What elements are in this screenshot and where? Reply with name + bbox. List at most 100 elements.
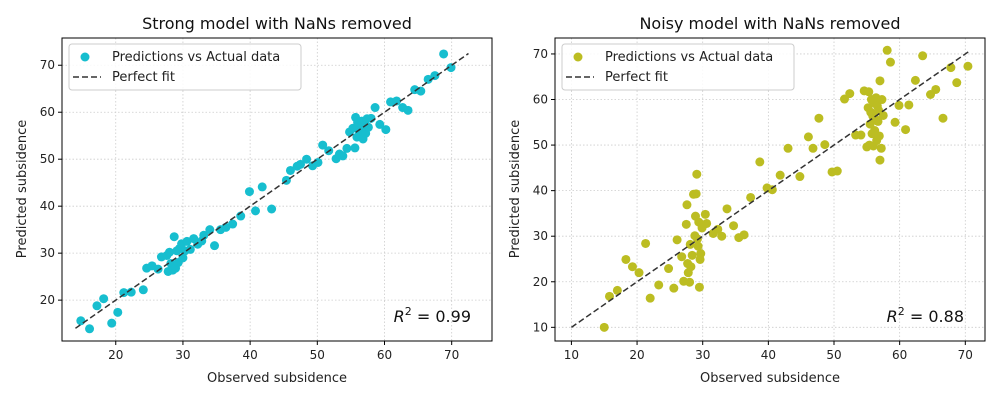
data-point: [729, 221, 739, 231]
data-point: [645, 293, 655, 303]
data-point: [686, 262, 696, 272]
data-point: [687, 250, 697, 260]
data-point: [92, 301, 102, 311]
plot-frame: [61, 37, 493, 342]
data-point: [739, 230, 749, 240]
r2-exponent: 2: [898, 305, 905, 318]
x-tick-label: 10: [564, 348, 579, 362]
data-point: [375, 119, 385, 129]
x-tick-label: 70: [958, 348, 973, 362]
y-tick-label: 30: [40, 246, 55, 260]
data-point: [682, 200, 692, 210]
x-axis-label: Observed subsidence: [207, 371, 347, 386]
data-point: [185, 244, 195, 254]
chart-strong-model: Strong model with NaNs removed Observed …: [15, 14, 493, 386]
legend-marker-scatter: [573, 52, 583, 62]
legend-label-scatter: Predictions vs Actual data: [605, 50, 773, 65]
r2-symbol: R: [887, 307, 898, 326]
data-point: [392, 96, 402, 106]
data-point: [641, 238, 651, 248]
y-axis-label: Predicted subsidence: [508, 120, 523, 258]
data-point: [783, 143, 793, 153]
y-axis-label: Predicted subsidence: [15, 120, 30, 258]
data-point: [832, 166, 842, 176]
data-point: [634, 268, 644, 278]
data-point: [85, 324, 95, 334]
data-point: [814, 113, 824, 123]
x-tick-label: 60: [377, 348, 392, 362]
r2-annotation: R2 = 0.99: [394, 305, 471, 326]
data-point: [904, 100, 914, 110]
x-tick-label: 30: [695, 348, 710, 362]
data-point: [694, 282, 704, 292]
data-point: [199, 230, 209, 240]
data-point: [669, 283, 679, 293]
data-point: [621, 254, 631, 264]
x-tick-label: 70: [444, 348, 459, 362]
data-point: [627, 262, 637, 272]
data-point: [685, 277, 695, 287]
legend-label-fit: Perfect fit: [112, 70, 175, 85]
plot-frame: [554, 37, 986, 342]
data-point: [267, 204, 277, 214]
y-tick-label: 20: [533, 275, 548, 289]
y-tick-label: 20: [40, 293, 55, 307]
data-point: [244, 187, 254, 197]
data-point: [877, 95, 887, 105]
r2-value: = 0.99: [412, 307, 471, 326]
data-point: [439, 49, 449, 59]
data-point: [313, 157, 323, 167]
data-point: [882, 45, 892, 55]
data-point: [672, 235, 682, 245]
perfect-fit-line: [75, 52, 469, 329]
data-point: [228, 219, 238, 229]
data-point: [182, 236, 192, 246]
data-point: [318, 140, 328, 150]
data-point: [119, 288, 129, 298]
data-point: [702, 218, 712, 228]
data-point: [350, 143, 360, 153]
chart-noisy-model: Noisy model with NaNs removed Observed s…: [508, 14, 986, 386]
data-point: [808, 143, 818, 153]
data-point: [370, 103, 380, 113]
y-tick-label: 50: [40, 152, 55, 166]
x-tick-label: 30: [175, 348, 190, 362]
y-tick-label: 70: [533, 47, 548, 61]
data-point: [856, 130, 866, 140]
data-point: [296, 159, 306, 169]
data-point: [696, 249, 706, 259]
data-point: [363, 122, 373, 132]
data-point: [874, 131, 884, 141]
data-point: [775, 170, 785, 180]
data-point: [251, 206, 260, 216]
data-point: [138, 285, 148, 295]
data-point: [894, 100, 904, 110]
y-tick-label: 30: [533, 229, 548, 243]
x-tick-label: 20: [629, 348, 644, 362]
r2-value: = 0.88: [905, 307, 964, 326]
y-tick-label: 10: [533, 320, 548, 334]
x-tick-label: 50: [826, 348, 841, 362]
data-point: [692, 169, 702, 179]
data-point: [423, 74, 433, 84]
data-point: [76, 316, 86, 326]
data-point: [107, 318, 117, 328]
data-point: [717, 231, 727, 241]
data-point: [722, 204, 732, 214]
data-point: [876, 143, 886, 153]
legend-label-scatter: Predictions vs Actual data: [112, 50, 280, 65]
data-point: [599, 322, 609, 332]
data-point: [113, 307, 123, 317]
x-tick-label: 20: [108, 348, 123, 362]
data-point: [654, 280, 664, 290]
data-point: [381, 125, 391, 135]
chart-title: Noisy model with NaNs removed: [639, 14, 900, 33]
y-tick-label: 40: [533, 184, 548, 198]
data-point: [755, 157, 765, 167]
y-tick-label: 70: [40, 58, 55, 72]
data-point: [126, 287, 136, 297]
data-point: [901, 125, 911, 135]
data-point: [820, 140, 830, 150]
data-point: [875, 155, 885, 165]
data-point: [99, 294, 109, 304]
